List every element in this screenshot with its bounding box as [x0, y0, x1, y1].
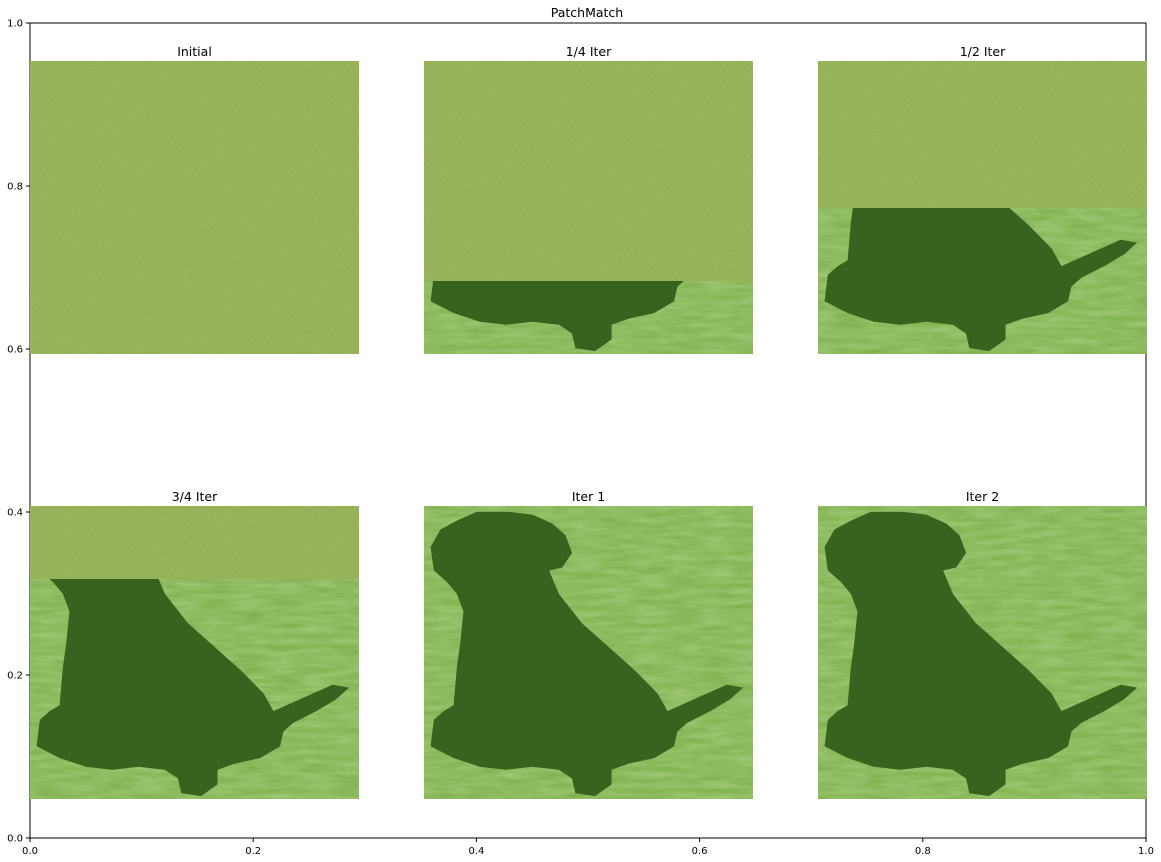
y-tick-label: 0.4 [7, 508, 23, 519]
image-panel: Initial [30, 44, 359, 354]
y-tick-label: 1.0 [7, 19, 23, 30]
image-panel: Iter 1 [424, 489, 753, 799]
y-tick-label: 0.6 [7, 345, 23, 356]
y-tick-label: 0.0 [7, 834, 23, 845]
panel-grid: Initial 1/4 Iter 1/2 Iter 3/4 Iter Iter 1 Ite… [30, 44, 1147, 799]
axes-frame [29, 22, 1147, 839]
panel-title: Iter 2 [966, 489, 999, 504]
noise-texture [424, 61, 753, 281]
panel-title: 1/4 Iter [566, 44, 612, 59]
x-tick-label: 1.0 [1138, 846, 1154, 857]
x-tick-label: 0.8 [915, 846, 931, 857]
noise-texture [30, 61, 359, 354]
panel-title: Iter 1 [572, 489, 605, 504]
figure-title: PatchMatch [551, 5, 623, 20]
x-tick-label: 0.0 [22, 846, 38, 857]
x-tick-label: 0.4 [468, 846, 484, 857]
y-tick-label: 0.2 [7, 671, 23, 682]
image-panel: 1/2 Iter [818, 44, 1147, 354]
image-panel: 1/4 Iter [424, 44, 753, 354]
panel-title: 1/2 Iter [960, 44, 1006, 59]
noise-texture [30, 506, 359, 579]
x-tick-label: 0.2 [245, 846, 261, 857]
y-tick-label: 0.8 [7, 182, 23, 193]
main-axes: 0.0 0.2 0.4 0.6 0.8 1.0 0.0 0.2 0.4 0.6 0.8 1.0 [7, 19, 1154, 858]
panel-title: Initial [177, 44, 212, 59]
image-panel: Iter 2 [818, 489, 1147, 799]
image-panel: 3/4 Iter [30, 489, 359, 799]
x-tick-label: 0.6 [692, 846, 708, 857]
noise-texture [818, 61, 1147, 208]
panel-title: 3/4 Iter [172, 489, 218, 504]
